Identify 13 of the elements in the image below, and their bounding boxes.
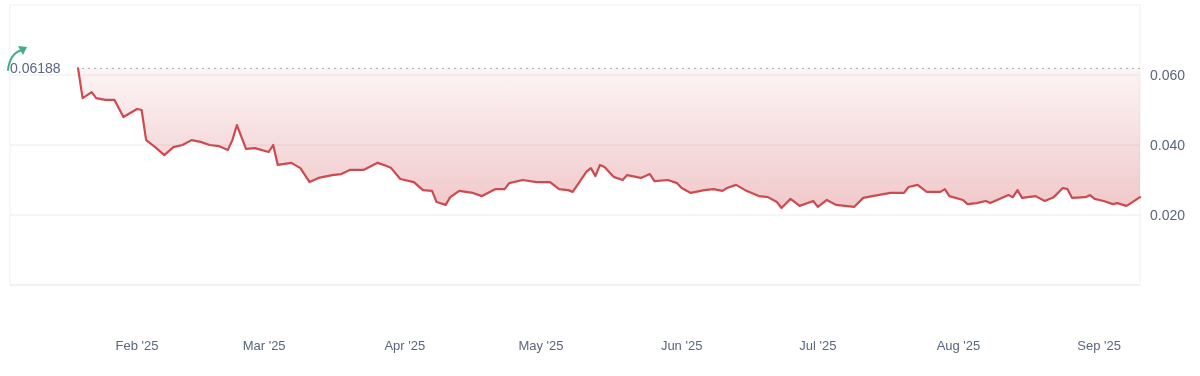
x-tick-label: Aug '25	[936, 338, 981, 353]
x-tick-label: May '25	[518, 338, 564, 353]
x-tick-label: Jun '25	[660, 338, 703, 353]
y-tick-label: 0.020	[1150, 207, 1186, 223]
x-tick-label: Mar '25	[242, 338, 286, 353]
x-tick-label: Apr '25	[384, 338, 426, 353]
x-tick-label: Feb '25	[115, 338, 159, 353]
x-tick-label: Jul '25	[799, 338, 837, 353]
ref-line-label: 0.06188	[10, 60, 61, 77]
line-series	[76, 67, 1142, 210]
y-tick-label: 0.040	[1150, 137, 1186, 153]
y-tick-label: 0.060	[1150, 67, 1186, 83]
x-tick-label: Sep '25	[1077, 338, 1121, 353]
